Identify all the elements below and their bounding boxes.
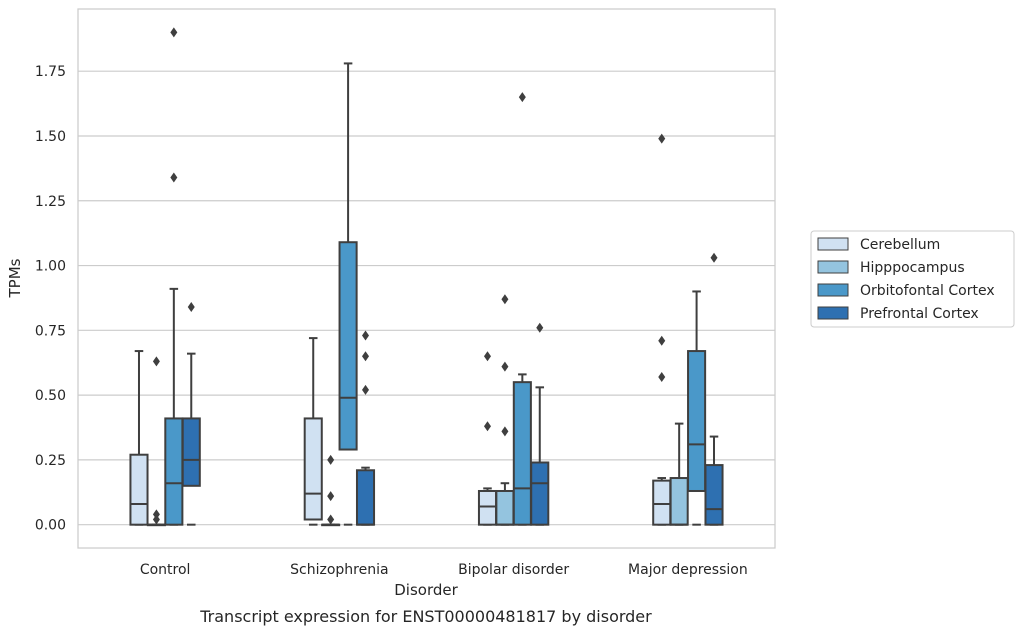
x-tick-label: Bipolar disorder xyxy=(458,562,569,578)
legend-entry: Prefrontal Cortex xyxy=(860,306,979,322)
outlier-point xyxy=(187,302,195,313)
legend-swatch xyxy=(817,306,849,320)
outlier-point xyxy=(152,514,160,525)
series-prefrontal-cortex xyxy=(181,252,724,526)
legend-entry: Cerebellum xyxy=(860,237,940,253)
outlier-point xyxy=(518,92,526,103)
outlier-point xyxy=(501,426,509,437)
box xyxy=(687,350,707,492)
legend-frame xyxy=(810,230,1015,328)
outlier-point xyxy=(710,252,718,263)
outlier-point xyxy=(152,509,160,520)
x-tick-label: Major depression xyxy=(628,562,748,578)
outlier-point xyxy=(327,514,335,525)
box xyxy=(652,479,672,526)
outlier-point xyxy=(362,330,370,341)
legend-swatch xyxy=(817,260,849,274)
y-tick-labels: 0.00 0.25 0.50 0.75 1.00 1.25 1.50 1.75 xyxy=(35,64,66,533)
box xyxy=(355,469,376,526)
box xyxy=(704,464,724,526)
outlier-point xyxy=(536,322,544,333)
series-orbitofontal-cortex xyxy=(164,27,707,526)
legend-swatch xyxy=(817,283,849,297)
outlier-point xyxy=(501,361,509,372)
outlier-point xyxy=(170,27,178,38)
box xyxy=(129,453,149,526)
y-tick-label: 1.75 xyxy=(35,64,66,80)
y-tick-label: 0.75 xyxy=(35,323,66,339)
outlier-point xyxy=(327,454,335,465)
box xyxy=(477,489,498,526)
y-tick-label: 0.25 xyxy=(35,453,66,469)
outlier-point xyxy=(362,384,370,395)
outlier-point xyxy=(658,335,666,346)
y-tick-label: 1.25 xyxy=(35,194,66,210)
x-axis-label: Disorder xyxy=(394,581,458,599)
legend-entry: Orbitofontal Cortex xyxy=(860,283,995,299)
box xyxy=(530,461,550,526)
outlier-point xyxy=(362,351,370,362)
box xyxy=(181,417,201,487)
x-tick-label: Control xyxy=(140,562,191,578)
legend: Cerebellum Hipppocampus Orbitofontal Corte… xyxy=(810,230,1015,328)
outlier-point xyxy=(483,351,491,362)
outlier-point xyxy=(658,371,666,382)
outlier-point xyxy=(483,421,491,432)
plot-area-frame xyxy=(77,8,776,549)
series-cerebellum xyxy=(129,133,672,526)
box xyxy=(338,241,358,451)
outlier-point xyxy=(658,133,666,144)
y-tick-label: 1.50 xyxy=(35,129,66,145)
outlier-point xyxy=(327,491,335,502)
series-hipppocampus xyxy=(146,294,689,527)
x-tick-labels: Control Schizophrenia Bipolar disorder Majo… xyxy=(140,562,748,578)
x-tick-label: Schizophrenia xyxy=(290,562,388,578)
outlier-point xyxy=(501,294,509,305)
box xyxy=(669,477,689,526)
box xyxy=(164,417,184,526)
y-tick-label: 0.50 xyxy=(35,388,66,404)
legend-swatch xyxy=(817,237,849,251)
y-axis-label: TPMs xyxy=(6,258,24,298)
outlier-point xyxy=(170,172,178,183)
legend-entry: Hipppocampus xyxy=(860,260,965,276)
y-tick-label: 1.00 xyxy=(35,259,66,275)
outlier-point xyxy=(152,356,160,367)
chart-caption: Transcript expression for ENST0000048181… xyxy=(199,607,652,626)
box-series xyxy=(129,27,724,527)
box xyxy=(512,381,532,526)
box xyxy=(495,489,515,526)
y-tick-label: 0.00 xyxy=(35,518,66,534)
box xyxy=(303,417,323,521)
